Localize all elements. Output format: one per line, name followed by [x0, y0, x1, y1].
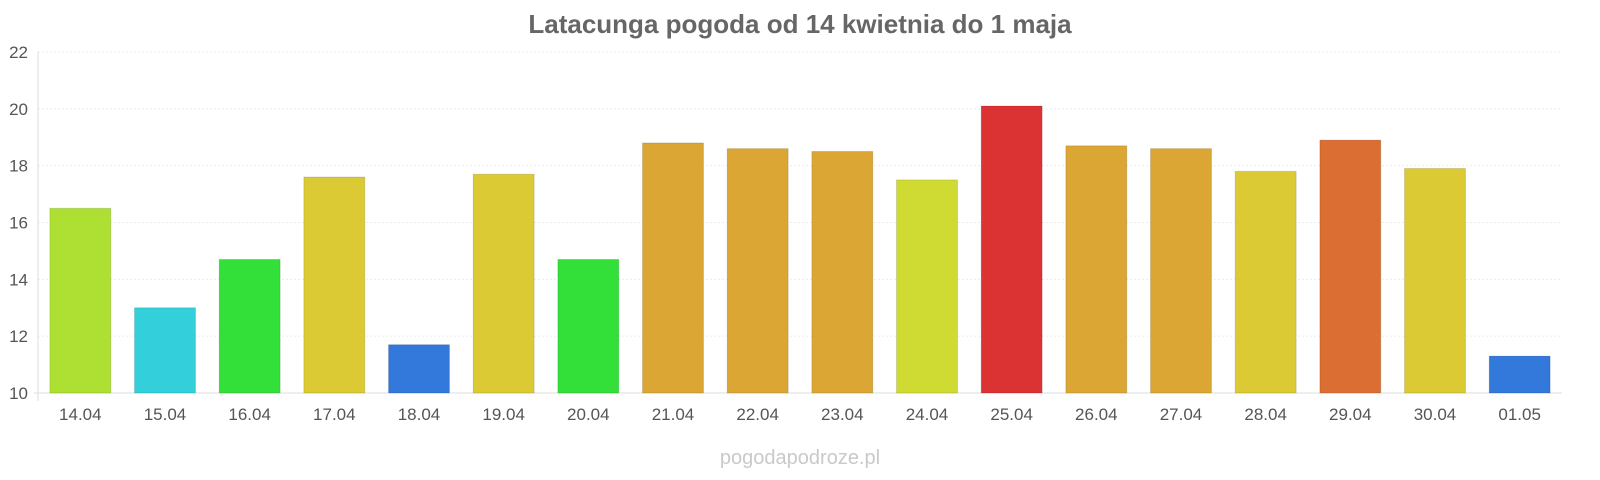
bar-15.04[interactable] — [134, 307, 196, 394]
y-tick-label: 16 — [9, 214, 28, 233]
bar-28.04[interactable] — [1234, 170, 1297, 394]
bar-17.04[interactable] — [303, 176, 366, 394]
x-tick-label: 25.04 — [990, 405, 1033, 424]
x-tick-label: 18.04 — [398, 405, 441, 424]
bar-27.04[interactable] — [1150, 148, 1212, 394]
bars — [49, 105, 1551, 394]
y-tick-label: 14 — [9, 270, 28, 289]
y-tick-label: 20 — [9, 100, 28, 119]
bar-26.04[interactable] — [1065, 145, 1128, 394]
x-tick-label: 16.04 — [228, 405, 271, 424]
bar-14.04[interactable] — [49, 207, 112, 394]
bar-23.04[interactable] — [811, 150, 874, 394]
x-tick-label: 27.04 — [1160, 405, 1203, 424]
x-tick-label: 19.04 — [482, 405, 525, 424]
x-tick-label: 30.04 — [1414, 405, 1457, 424]
bar-18.04[interactable] — [388, 344, 450, 394]
x-tick-label: 24.04 — [906, 405, 949, 424]
y-tick-label: 18 — [9, 157, 28, 176]
x-tick-label: 21.04 — [652, 405, 695, 424]
x-axis-ticks: 14.04 15.04 16.04 17.04 18.04 19.04 20.04 21.04… — [59, 405, 1541, 424]
bar-29.04[interactable] — [1319, 139, 1382, 394]
bar-21.04[interactable] — [642, 142, 704, 394]
y-tick-label: 10 — [9, 384, 28, 403]
bar-16.04[interactable] — [218, 258, 281, 394]
x-tick-label: 20.04 — [567, 405, 610, 424]
y-tick-label: 22 — [9, 43, 28, 62]
x-tick-label: 17.04 — [313, 405, 356, 424]
bar-20.04[interactable] — [557, 258, 620, 394]
y-axis-ticks: 10 12 14 16 18 20 22 — [9, 43, 28, 403]
x-tick-label: 29.04 — [1329, 405, 1372, 424]
watermark: pogodapodroze.pl — [720, 447, 880, 469]
bar-22.04[interactable] — [726, 148, 789, 394]
x-tick-label: 15.04 — [144, 405, 187, 424]
x-tick-label: 14.04 — [59, 405, 102, 424]
grid — [34, 51, 1562, 401]
x-tick-label: 23.04 — [821, 405, 864, 424]
x-tick-label: 28.04 — [1244, 405, 1287, 424]
x-tick-label: 01.05 — [1498, 405, 1541, 424]
bar-25.04[interactable] — [980, 105, 1043, 394]
bar-30.04[interactable] — [1404, 168, 1466, 394]
x-tick-label: 26.04 — [1075, 405, 1118, 424]
chart-title: Latacunga pogoda od 14 kwietnia do 1 maj… — [528, 9, 1072, 39]
y-tick-label: 12 — [9, 327, 28, 346]
bar-01.05[interactable] — [1488, 355, 1551, 394]
bar-19.04[interactable] — [472, 173, 535, 394]
bar-24.04[interactable] — [896, 179, 958, 394]
x-tick-label: 22.04 — [736, 405, 779, 424]
